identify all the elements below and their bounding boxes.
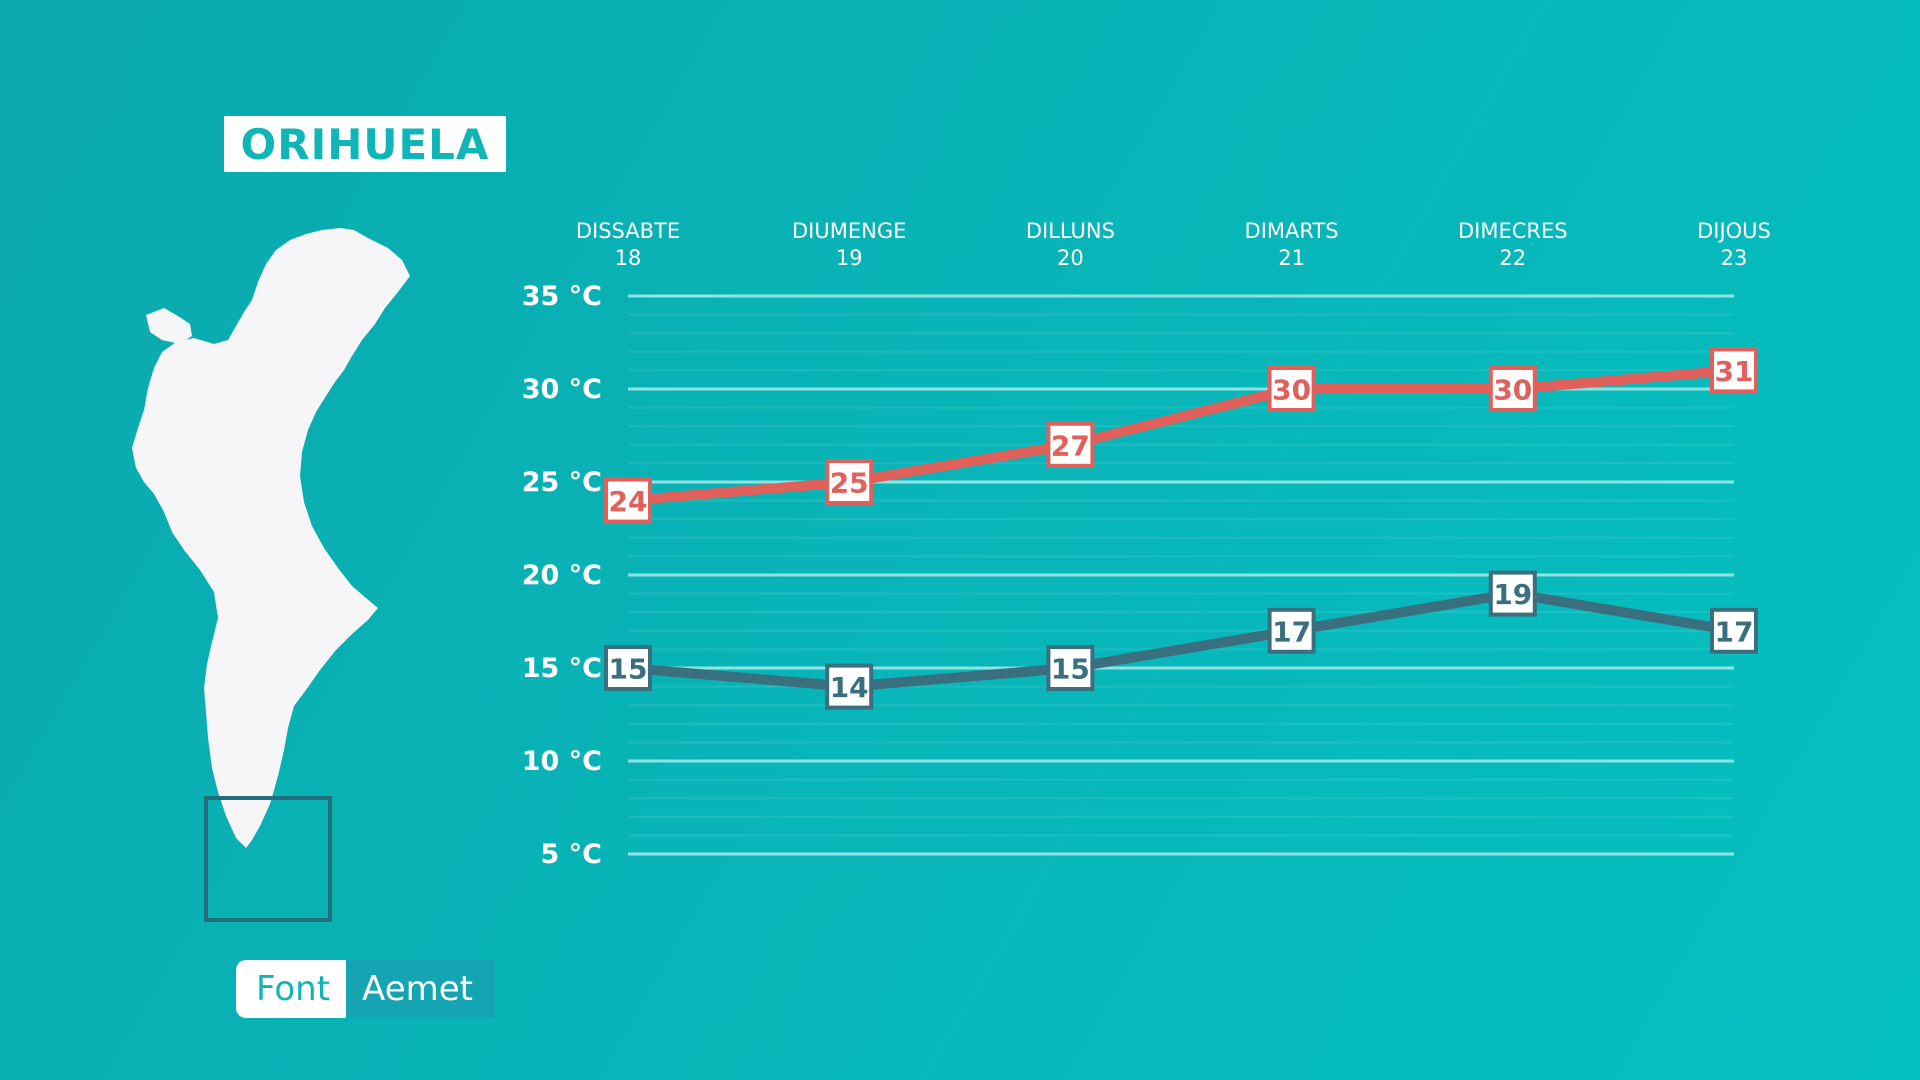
min-temp-marker (1488, 570, 1537, 617)
min-temp-value: 15 (609, 653, 648, 686)
x-tick-day: DISSABTE (576, 219, 680, 243)
y-tick-label: 30 °C (522, 374, 602, 405)
region-map (132, 228, 410, 922)
min-temp-marker (1267, 607, 1316, 654)
max-temp-value: 25 (830, 467, 869, 500)
y-tick-label: 15 °C (522, 653, 602, 684)
x-tick-date: 20 (1057, 246, 1084, 270)
region-map-shape (132, 228, 410, 848)
max-temp-point: 30 (1488, 366, 1537, 412)
x-tick-day: DIJOUS (1697, 219, 1771, 243)
min-temp-marker (1046, 645, 1095, 691)
min-temp-point: 14 (825, 663, 874, 710)
x-tick-day: DILLUNS (1026, 219, 1115, 243)
max-temp-value: 30 (1493, 374, 1532, 407)
y-tick-label: 20 °C (522, 560, 602, 591)
max-temp-marker (1267, 366, 1316, 412)
max-temp-point: 25 (825, 459, 874, 505)
x-tick-day: DIMECRES (1458, 219, 1568, 243)
x-tick-date: 19 (836, 246, 863, 270)
min-temp-value: 19 (1493, 578, 1532, 611)
min-temp-point: 17 (1710, 607, 1758, 654)
max-temp-value: 24 (609, 485, 648, 518)
x-tick-date: 18 (615, 246, 642, 270)
min-temp-point: 19 (1488, 570, 1537, 617)
x-tick-date: 22 (1499, 246, 1526, 270)
max-temp-marker (1710, 347, 1758, 394)
max-temp-point: 30 (1267, 366, 1316, 412)
min-temp-point: 15 (1046, 645, 1095, 691)
max-temp-marker (604, 477, 652, 524)
max-temp-point: 27 (1046, 421, 1095, 468)
x-axis-ticks: DISSABTE 18 DIUMENGE 19 DILLUNS 20 DIMARTS 21 DI… (576, 219, 1771, 270)
min-temp-marker (604, 645, 652, 691)
highlight-frame (204, 796, 332, 922)
min-temp-line (623, 588, 1739, 692)
series-markers: 24 25 27 30 30 31 15 14 15 17 19 17 (604, 347, 1758, 710)
x-tick-date: 21 (1278, 246, 1305, 270)
y-axis-ticks: 35 °C 30 °C 25 °C 20 °C 15 °C 10 °C 5 °C (522, 281, 602, 870)
source-value: Aemet (346, 960, 495, 1018)
y-tick-label: 25 °C (522, 467, 602, 498)
major-gridlines (628, 294, 1734, 856)
max-temp-marker (1488, 366, 1537, 412)
max-temp-marker (1046, 421, 1095, 468)
y-tick-label: 10 °C (522, 746, 602, 777)
min-temp-point: 15 (604, 645, 652, 691)
max-temp-value: 30 (1272, 374, 1311, 407)
y-tick-label: 35 °C (522, 281, 602, 312)
max-temp-point: 24 (604, 477, 652, 524)
min-temp-point: 17 (1267, 607, 1316, 654)
source-credit: Font Aemet (236, 960, 495, 1018)
min-temp-marker (1710, 607, 1758, 654)
x-tick-date: 23 (1721, 246, 1748, 270)
max-temp-line (623, 365, 1739, 506)
min-temp-value: 15 (1051, 653, 1090, 686)
min-temp-value: 14 (830, 671, 869, 704)
max-temp-marker (825, 459, 874, 505)
max-temp-value: 27 (1051, 429, 1090, 462)
min-temp-marker (825, 663, 874, 710)
minor-gridlines (628, 313, 1734, 837)
x-tick-day: DIMARTS (1245, 219, 1339, 243)
series-layer: 24 25 27 30 30 31 15 14 15 17 19 17 (604, 347, 1758, 710)
y-tick-label: 5 °C (540, 839, 602, 870)
max-temp-value: 31 (1715, 355, 1754, 388)
source-label: Font (236, 960, 347, 1018)
series-lines (623, 365, 1739, 692)
region-map-islet (146, 308, 192, 344)
min-temp-value: 17 (1272, 615, 1311, 648)
max-temp-point: 31 (1710, 347, 1758, 394)
x-tick-day: DIUMENGE (792, 219, 906, 243)
location-title: ORIHUELA (240, 119, 490, 169)
min-temp-value: 17 (1715, 615, 1754, 648)
location-title-box: ORIHUELA (224, 116, 506, 172)
